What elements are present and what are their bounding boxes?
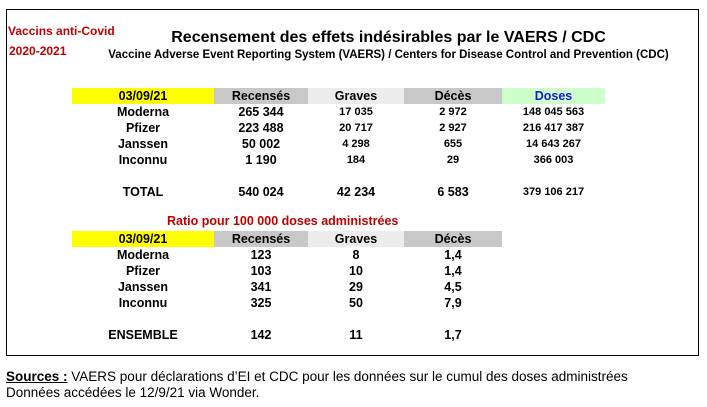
table1-header-recenses: Recensés xyxy=(214,88,308,104)
total-recenses: 142 xyxy=(250,328,272,342)
corner-title: Vaccins anti-Covid xyxy=(8,24,115,38)
cell-deces: 7,9 xyxy=(444,296,462,310)
cell-deces: 1,4 xyxy=(444,248,462,262)
sources-line-1: Sources : VAERS pour déclarations d’EI e… xyxy=(6,369,628,384)
row-label: Pfizer xyxy=(125,264,161,278)
page-title: Recensement des effets indésirables par … xyxy=(171,29,606,46)
cell-recenses: 1 190 xyxy=(245,153,277,167)
cell-graves: 20 717 xyxy=(339,122,373,134)
table2-header-date: 03/09/21 xyxy=(72,231,214,247)
total-deces: 1,7 xyxy=(444,328,462,342)
total-recenses: 540 024 xyxy=(238,185,284,199)
cell-recenses: 325 xyxy=(250,296,272,310)
cell-deces: 1,4 xyxy=(444,264,462,278)
ratio-title: Ratio pour 100 000 doses administrées xyxy=(167,214,399,228)
page-subtitle: Vaccine Adverse Event Reporting System (… xyxy=(108,49,669,61)
row-label: Janssen xyxy=(117,137,169,151)
cell-graves: 4 298 xyxy=(342,138,370,150)
cell-graves: 8 xyxy=(352,248,360,262)
total-graves: 11 xyxy=(349,328,363,342)
cell-deces: 4,5 xyxy=(444,280,462,294)
row-label: Inconnu xyxy=(118,296,168,310)
table1-header-doses: Doses xyxy=(502,88,605,104)
total-deces: 6 583 xyxy=(437,185,469,199)
cell-deces: 655 xyxy=(443,138,463,150)
table2-header-deces: Décès xyxy=(404,231,502,247)
cell-recenses: 50 002 xyxy=(241,137,281,151)
cell-doses: 216 417 387 xyxy=(522,122,585,134)
cell-doses: 148 045 563 xyxy=(522,106,585,118)
cell-recenses: 103 xyxy=(250,264,272,278)
table1-header-deces: Décès xyxy=(404,88,502,104)
total-doses: 379 106 217 xyxy=(522,186,585,198)
row-label: Inconnu xyxy=(118,153,168,167)
cell-recenses: 123 xyxy=(250,248,272,262)
cell-graves: 184 xyxy=(346,154,366,166)
cell-graves: 10 xyxy=(349,264,363,278)
cell-recenses: 223 488 xyxy=(238,121,284,135)
cell-graves: 17 035 xyxy=(339,106,373,118)
cell-recenses: 341 xyxy=(250,280,272,294)
cell-doses: 366 003 xyxy=(533,154,574,166)
cell-recenses: 265 344 xyxy=(238,105,284,119)
sources-text: VAERS pour déclarations d’EI et CDC pour… xyxy=(67,369,628,384)
row-label: Janssen xyxy=(117,280,169,294)
row-label: Pfizer xyxy=(125,121,161,135)
figure-frame xyxy=(6,9,699,356)
total-label: TOTAL xyxy=(122,185,164,199)
table1-header-graves: Graves xyxy=(308,88,404,104)
row-label: Moderna xyxy=(116,105,170,119)
table1-header-date: 03/09/21 xyxy=(72,88,214,104)
row-label: Moderna xyxy=(116,248,170,262)
total-label: ENSEMBLE xyxy=(108,328,178,342)
table2-header-graves: Graves xyxy=(308,231,404,247)
cell-deces: 2 972 xyxy=(439,106,467,118)
sources-label: Sources : xyxy=(6,369,68,384)
corner-years: 2020-2021 xyxy=(9,44,67,58)
cell-deces: 2 927 xyxy=(439,122,467,134)
sources-line-2: Données accédées le 12/9/21 via Wonder. xyxy=(6,385,260,400)
table2-header-recenses: Recensés xyxy=(214,231,308,247)
cell-doses: 14 643 267 xyxy=(525,138,582,150)
cell-deces: 29 xyxy=(446,154,460,166)
total-graves: 42 234 xyxy=(336,185,376,199)
cell-graves: 50 xyxy=(349,296,363,310)
cell-graves: 29 xyxy=(349,280,363,294)
